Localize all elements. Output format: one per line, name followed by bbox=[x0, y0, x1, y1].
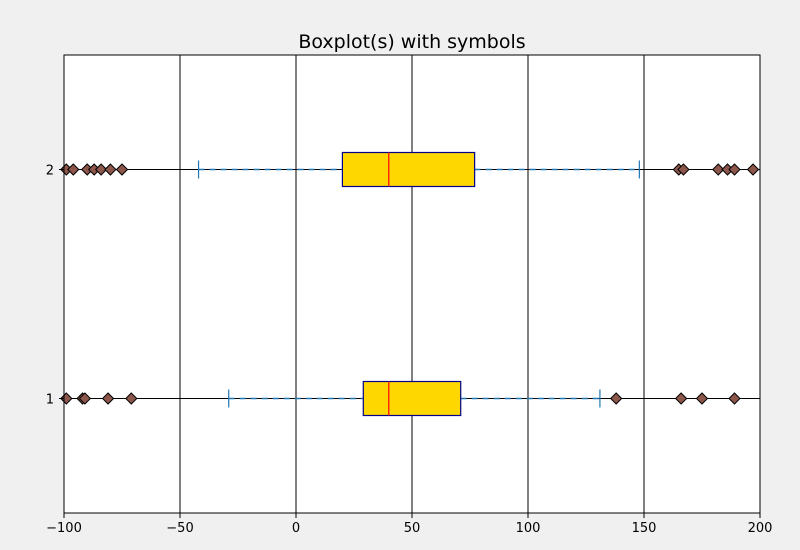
flier-point bbox=[728, 163, 741, 176]
x-tick-label: 100 bbox=[516, 521, 541, 536]
flier-point bbox=[67, 163, 80, 176]
boxplot-2 bbox=[60, 151, 760, 188]
x-tick-label: −100 bbox=[46, 521, 82, 536]
flier-point bbox=[125, 392, 138, 405]
flier-point bbox=[695, 392, 709, 405]
flier-point bbox=[728, 392, 741, 405]
flier-point bbox=[101, 392, 115, 405]
axis-ticks: −100 −50 0 50 100 150 200 1 2 bbox=[46, 164, 773, 537]
flier-point bbox=[78, 392, 92, 405]
chart-title: Boxplot(s) with symbols bbox=[298, 31, 525, 53]
y-tick-label: 2 bbox=[46, 164, 54, 179]
box bbox=[362, 380, 462, 417]
flier-point bbox=[746, 163, 760, 176]
x-tick-label: 200 bbox=[748, 521, 773, 536]
flier-point bbox=[674, 392, 688, 405]
x-tick-label: 150 bbox=[632, 521, 657, 536]
series-layer bbox=[60, 151, 760, 417]
x-tick-label: −50 bbox=[166, 521, 193, 536]
flier-point bbox=[609, 392, 623, 405]
y-tick-label: 1 bbox=[46, 393, 54, 408]
flier-point bbox=[94, 163, 108, 176]
flier-point bbox=[677, 163, 690, 176]
flier-point bbox=[712, 163, 725, 176]
x-tick-label: 0 bbox=[292, 521, 300, 536]
flier-point bbox=[104, 163, 117, 176]
x-tick-label: 50 bbox=[404, 521, 421, 536]
flier-point bbox=[115, 163, 129, 176]
box bbox=[341, 151, 476, 188]
